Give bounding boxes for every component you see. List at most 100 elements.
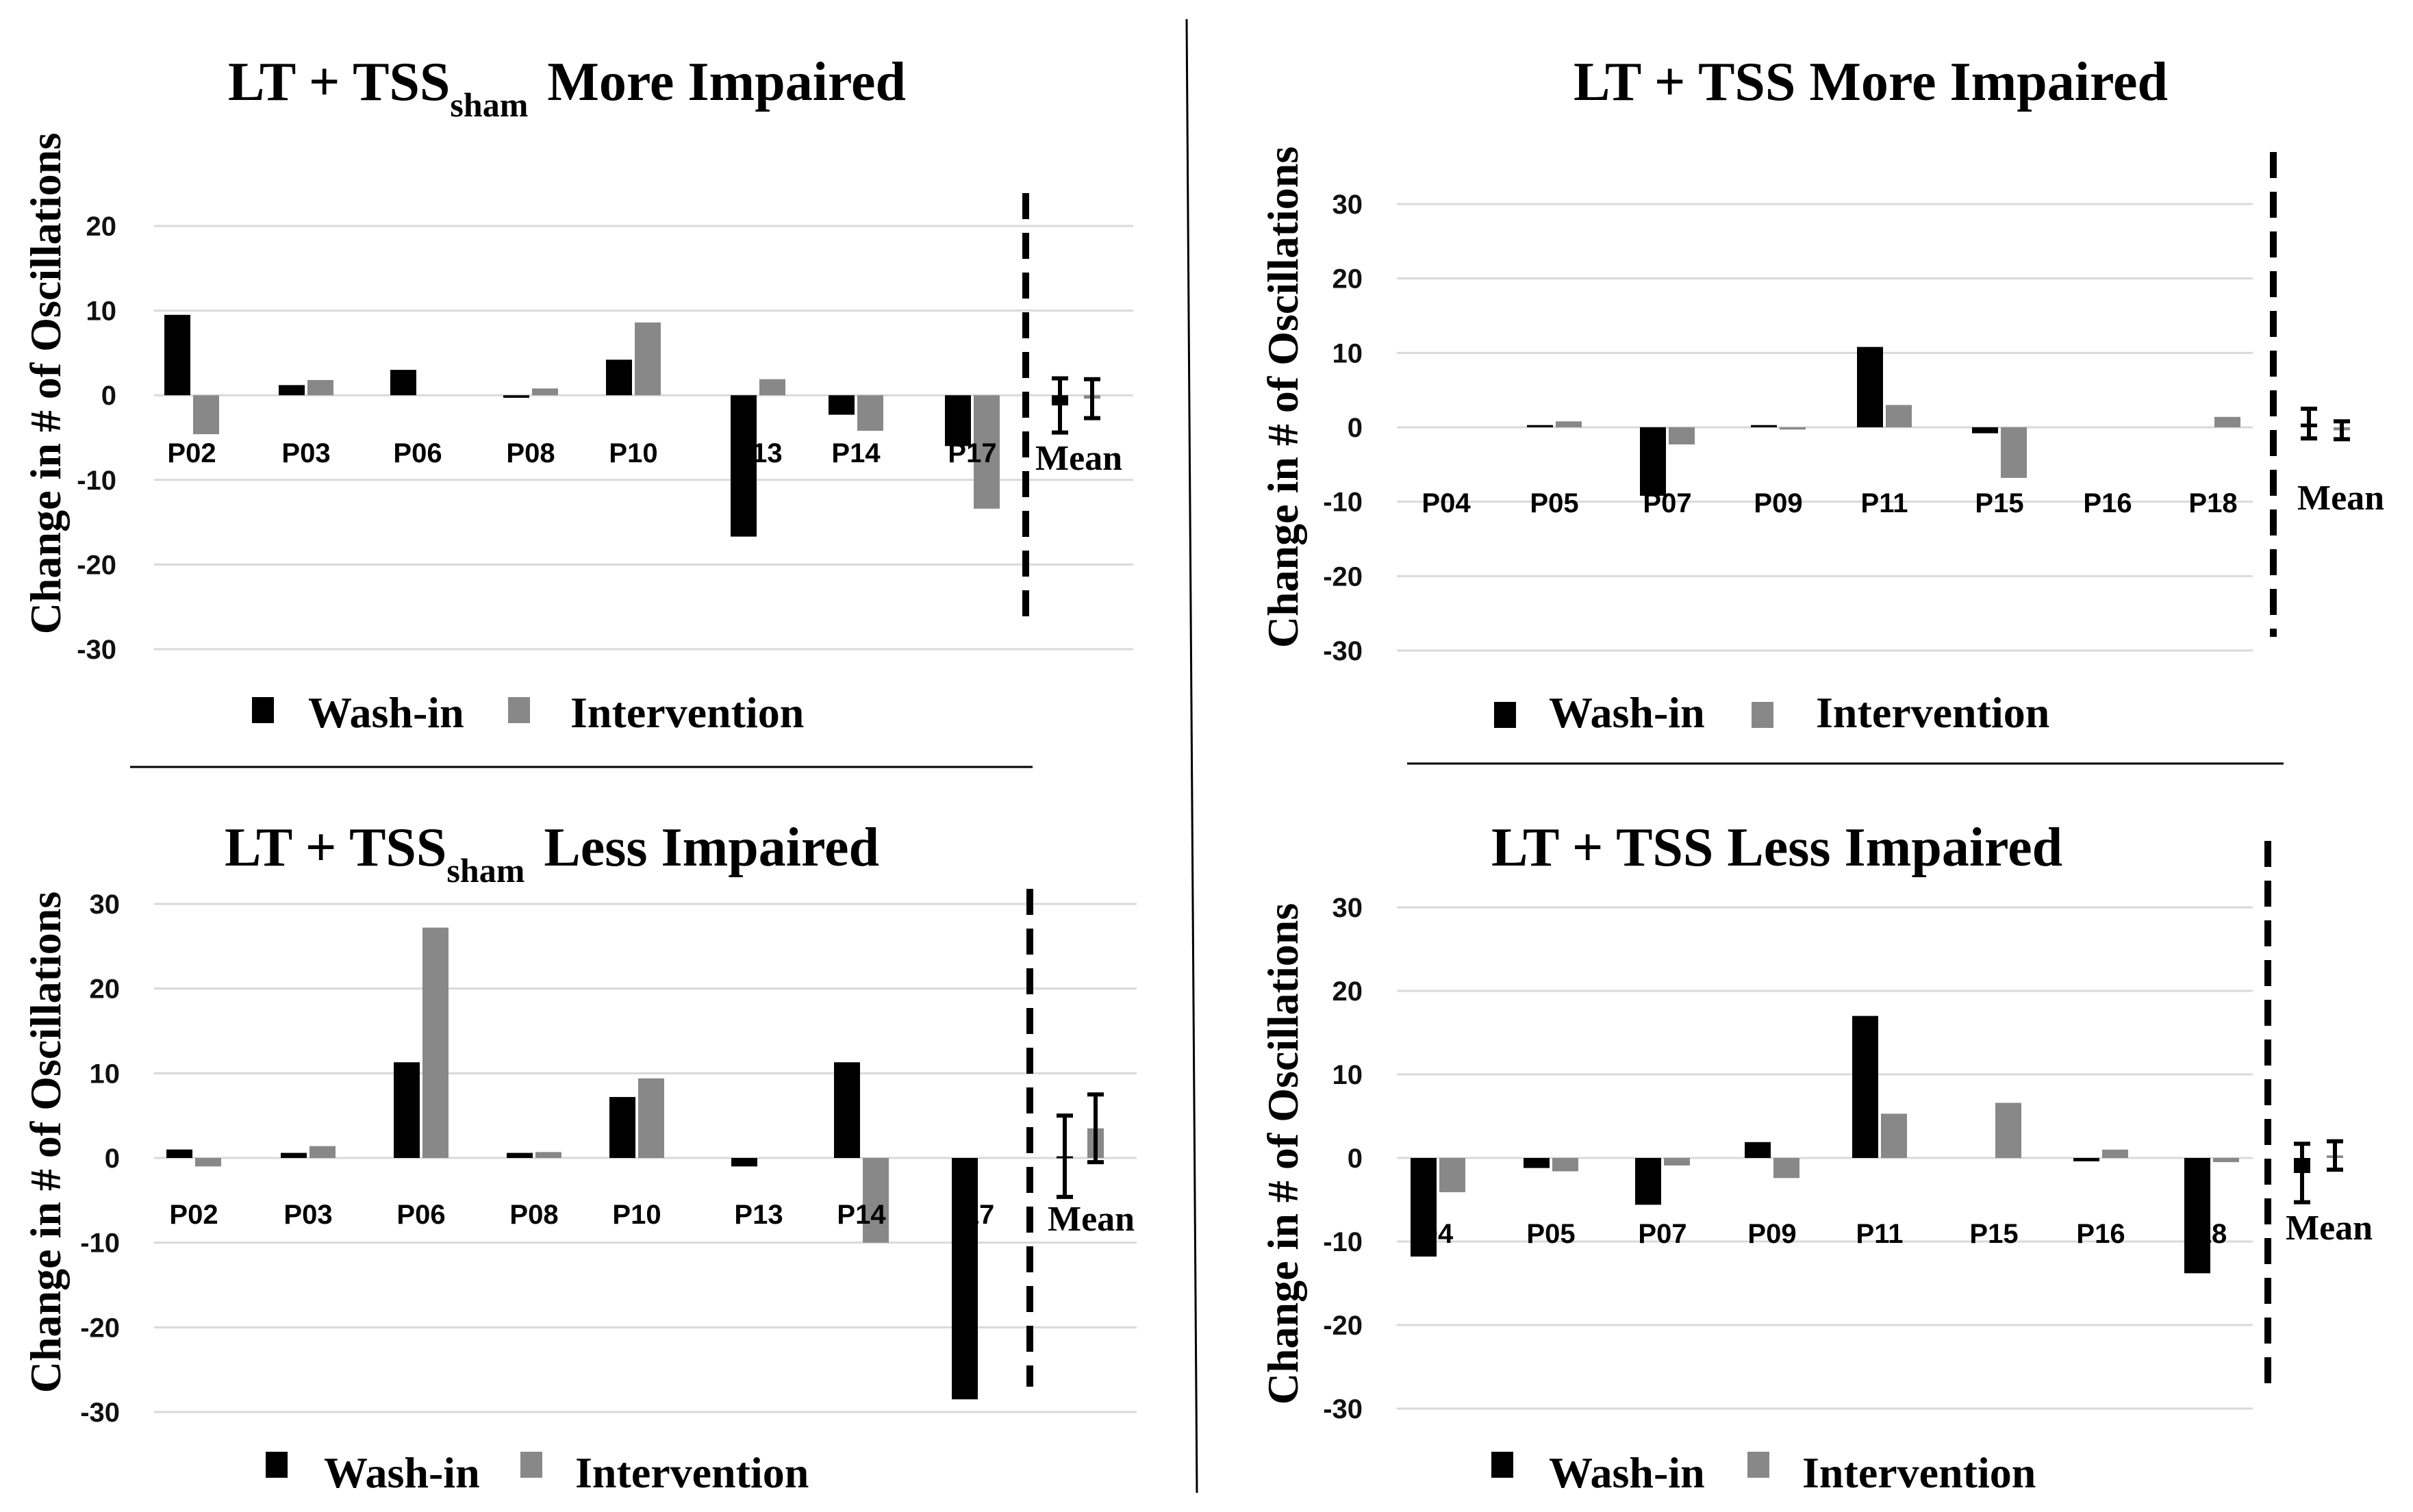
bar-intervention <box>638 1078 664 1158</box>
category-label: P06 <box>393 438 442 468</box>
bar-wash-in <box>1411 1158 1437 1257</box>
bar-intervention <box>2001 427 2027 478</box>
y-tick-label: -30 <box>77 635 116 665</box>
legend-swatch-wash-in <box>1491 1452 1513 1478</box>
y-tick-labels: 30 20 10 0 -10 -20 -30 <box>1323 190 1363 666</box>
y-tick-label: -10 <box>1323 488 1363 518</box>
category-label: P03 <box>283 1200 332 1230</box>
legend-label-wash-in: Wash-in <box>1549 688 1705 737</box>
bar-wash-in <box>1635 1158 1661 1205</box>
bar-intervention <box>857 395 883 431</box>
category-label: P14 <box>837 1200 886 1230</box>
chart-panel-sham-more-impaired: LT + TSSsham More Impaired Change in # of… <box>21 52 1133 737</box>
bars <box>1527 346 2240 496</box>
y-axis-label: Change in # of Oscillations <box>21 133 70 635</box>
legend-swatch-intervention <box>1747 1452 1769 1478</box>
category-label: P08 <box>509 1200 558 1230</box>
y-tick-label: -10 <box>80 1228 120 1259</box>
category-label: P10 <box>609 438 657 468</box>
category-labels: P02 P03 P06 P08 P10 P13 P14 17 <box>169 1200 994 1230</box>
legend-swatch-intervention <box>1752 702 1773 728</box>
y-tick-labels: 30 20 10 0 -10 -20 -30 <box>1323 893 1363 1424</box>
legend-label-wash-in: Wash-in <box>1549 1448 1705 1497</box>
y-tick-label: 0 <box>105 1144 120 1174</box>
y-tick-label: -20 <box>80 1313 120 1343</box>
chart-panel-tss-more-impaired: LT + TSS More Impaired Change in # of Os… <box>1259 52 2384 737</box>
y-tick-label: -20 <box>1323 1311 1363 1341</box>
category-label: 17 <box>964 1200 995 1230</box>
category-label: P09 <box>1747 1219 1796 1249</box>
y-tick-label: -20 <box>1323 562 1363 592</box>
bar-wash-in <box>606 360 632 396</box>
title-suffix: Less Impaired <box>544 818 879 878</box>
category-label: P04 <box>1422 488 1471 518</box>
legend-swatch-wash-in <box>1494 702 1516 728</box>
y-gridlines <box>1397 203 2253 652</box>
bars <box>1411 1016 2239 1274</box>
y-tick-label: 10 <box>1332 338 1363 368</box>
category-label: P08 <box>506 438 555 468</box>
bar-intervention <box>974 395 1000 509</box>
bar-wash-in <box>2184 1158 2210 1274</box>
legend-label-wash-in: Wash-in <box>324 1448 480 1497</box>
category-label: P10 <box>612 1200 661 1230</box>
mean-errorbars <box>2301 406 2350 442</box>
y-tick-label: 30 <box>1332 190 1363 220</box>
bar-wash-in <box>164 314 190 396</box>
bar-wash-in <box>731 1158 757 1167</box>
bar-intervention <box>1664 1158 1690 1166</box>
bar-wash-in <box>731 395 757 537</box>
category-labels: P04 P05 P07 P09 P11 P15 P16 P18 <box>1422 488 2237 518</box>
y-tick-label: -10 <box>1323 1227 1363 1257</box>
title-subscript: sham <box>446 851 525 890</box>
bar-wash-in <box>390 370 416 396</box>
category-label: P15 <box>1975 488 2023 518</box>
chart-title: LT + TSS More Impaired <box>1574 52 2168 112</box>
bar-intervention <box>1552 1158 1578 1172</box>
bar-intervention <box>1886 405 1912 427</box>
bar-wash-in <box>166 1149 192 1158</box>
chart-panel-tss-less-impaired: LT + TSS Less Impaired Change in # of Os… <box>1259 818 2373 1497</box>
category-label: P18 <box>2188 488 2237 518</box>
category-label: P06 <box>396 1200 445 1230</box>
bar-wash-in <box>2073 1158 2099 1161</box>
bar-intervention <box>309 1146 336 1158</box>
y-tick-label: 10 <box>1332 1060 1363 1090</box>
y-tick-label: 10 <box>86 297 117 327</box>
bar-intervention <box>1780 427 1806 430</box>
bar-intervention <box>532 388 558 396</box>
title-main: LT + TSS <box>225 818 446 878</box>
category-label: P02 <box>167 438 216 468</box>
bar-intervention <box>195 1158 221 1167</box>
category-label: P02 <box>169 1200 218 1230</box>
legend-label-wash-in: Wash-in <box>308 688 464 737</box>
legend-swatch-wash-in <box>252 697 274 723</box>
y-tick-label: 10 <box>90 1059 121 1089</box>
y-axis-label: Change in # of Oscillations <box>21 892 70 1394</box>
bar-wash-in <box>281 1152 307 1158</box>
y-tick-label: 0 <box>1348 413 1363 443</box>
category-label: P05 <box>1526 1219 1575 1249</box>
legend: Wash-in Intervention <box>1494 688 2049 737</box>
mean-label: Mean <box>2286 1209 2373 1248</box>
legend-swatch-wash-in <box>266 1452 288 1478</box>
category-label: P03 <box>281 438 330 468</box>
legend-swatch-intervention <box>520 1452 542 1478</box>
chart-title: LT + TSSsham More Impaired <box>228 52 906 124</box>
chart-title: LT + TSSsham Less Impaired <box>225 818 879 890</box>
category-label: P13 <box>734 1200 783 1230</box>
y-axis-label: Change in # of Oscillations <box>1259 903 1307 1405</box>
bar-wash-in <box>1972 427 1998 433</box>
y-tick-label: -30 <box>80 1398 120 1428</box>
bar-intervention <box>1995 1102 2021 1158</box>
category-labels: 04 P05 P07 P09 P11 P15 P16 18 <box>1423 1219 2227 1249</box>
y-tick-label: 20 <box>90 974 121 1005</box>
category-label: P16 <box>2083 488 2132 518</box>
mean-label: Mean <box>1035 439 1122 478</box>
bar-wash-in <box>1751 425 1777 427</box>
y-tick-label: -10 <box>77 466 116 496</box>
category-label: P11 <box>1856 1219 1904 1249</box>
title-subscript: sham <box>450 86 528 124</box>
bar-wash-in <box>609 1096 635 1158</box>
bar-intervention <box>1556 421 1582 427</box>
